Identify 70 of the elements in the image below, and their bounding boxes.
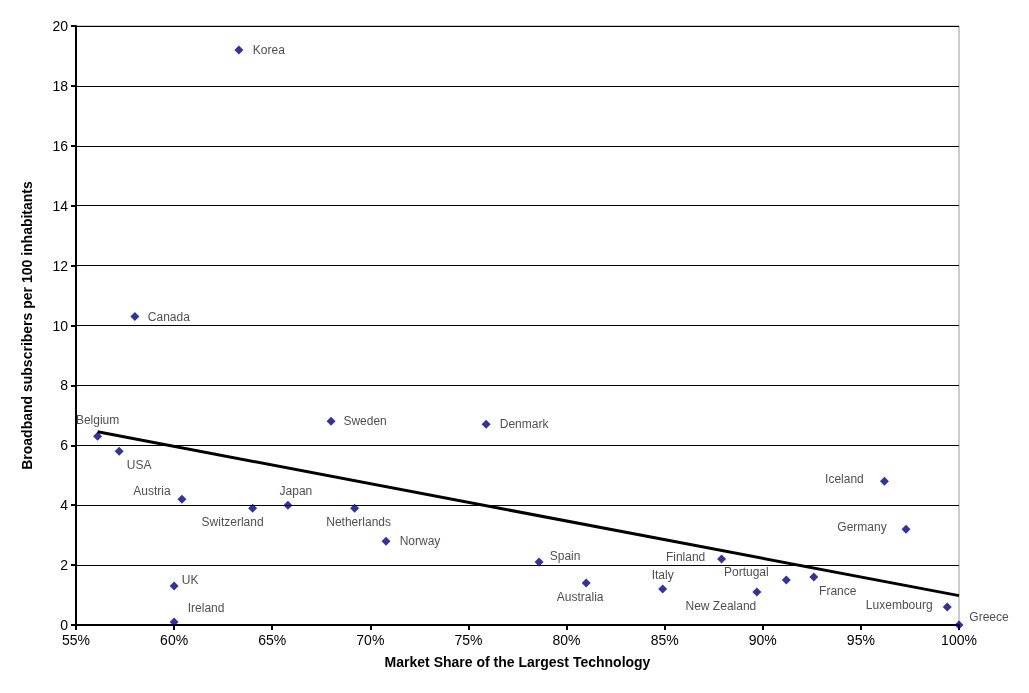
annotation: USA	[126, 458, 152, 473]
y-tick-label: 14	[52, 197, 69, 214]
y-tick-label: 18	[52, 77, 69, 94]
annotation: Portugal	[723, 565, 769, 580]
point	[809, 572, 819, 582]
point	[177, 494, 187, 504]
x-axis-title: Market Share of the Largest Technology	[384, 654, 651, 670]
point	[752, 587, 762, 597]
annotation: Iceland	[825, 472, 864, 487]
annotation: Korea	[252, 42, 286, 57]
annotation: Norway	[399, 534, 441, 549]
point	[717, 554, 727, 564]
annotation: Netherlands	[326, 515, 391, 530]
annotation: Belgium	[75, 413, 120, 428]
point	[93, 431, 103, 441]
point	[481, 419, 491, 429]
annotation: Luxembourg	[865, 598, 933, 613]
point	[381, 536, 391, 546]
y-tick-label: 16	[52, 137, 69, 154]
point	[350, 503, 360, 513]
x-tick-label: 65%	[258, 632, 287, 648]
annotation: Finland	[665, 550, 706, 565]
annotation: Italy	[651, 568, 674, 583]
annotation: Spain	[549, 549, 581, 564]
point	[234, 45, 244, 55]
y-tick-label: 8	[60, 377, 69, 394]
y-axis-title: Broadband subscribers per 100 inhabitants	[19, 180, 35, 470]
y-tick-label: 0	[60, 617, 69, 633]
x-tick-label: 85%	[650, 632, 679, 648]
point	[169, 581, 179, 591]
point	[942, 602, 952, 612]
x-tick-label: 90%	[748, 632, 777, 648]
point	[581, 578, 591, 588]
point	[283, 500, 293, 510]
annotation: Canada	[147, 309, 191, 324]
annotation: Switzerland	[201, 515, 264, 530]
annotation: Denmark	[499, 417, 550, 432]
x-tick-label: 55%	[61, 632, 91, 648]
point	[901, 524, 911, 534]
annotation: Ireland	[187, 601, 225, 616]
annotation: France	[819, 584, 857, 599]
point	[248, 503, 258, 513]
x-tick-label: 70%	[356, 632, 385, 648]
x-tick-label: 95%	[846, 632, 875, 648]
point	[114, 446, 124, 456]
point	[781, 575, 791, 585]
y-tick-label: 4	[60, 497, 69, 514]
x-tick-label: 100%	[941, 632, 977, 648]
point	[879, 476, 889, 486]
y-tick-label: 2	[60, 557, 69, 574]
y-tick-label: 12	[52, 257, 69, 274]
x-tick-label: 60%	[160, 632, 189, 648]
annotation: Greece	[969, 610, 1009, 624]
point	[169, 617, 179, 627]
annotation: Japan	[279, 484, 313, 499]
x-tick-label: 75%	[454, 632, 483, 648]
point	[130, 312, 140, 322]
annotation: UK	[181, 573, 199, 588]
y-tick-label: 20	[52, 18, 69, 34]
annotation: Austria	[133, 484, 171, 499]
annotation: Sweden	[343, 414, 387, 429]
y-tick-label: 6	[60, 437, 69, 454]
y-tick-label: 10	[52, 317, 69, 334]
annotation: Australia	[556, 590, 604, 605]
point	[534, 557, 544, 567]
x-tick-label: 80%	[552, 632, 581, 648]
point	[658, 584, 668, 594]
annotation: Germany	[837, 520, 887, 535]
point	[326, 416, 336, 426]
annotation: New Zealand	[685, 599, 757, 614]
